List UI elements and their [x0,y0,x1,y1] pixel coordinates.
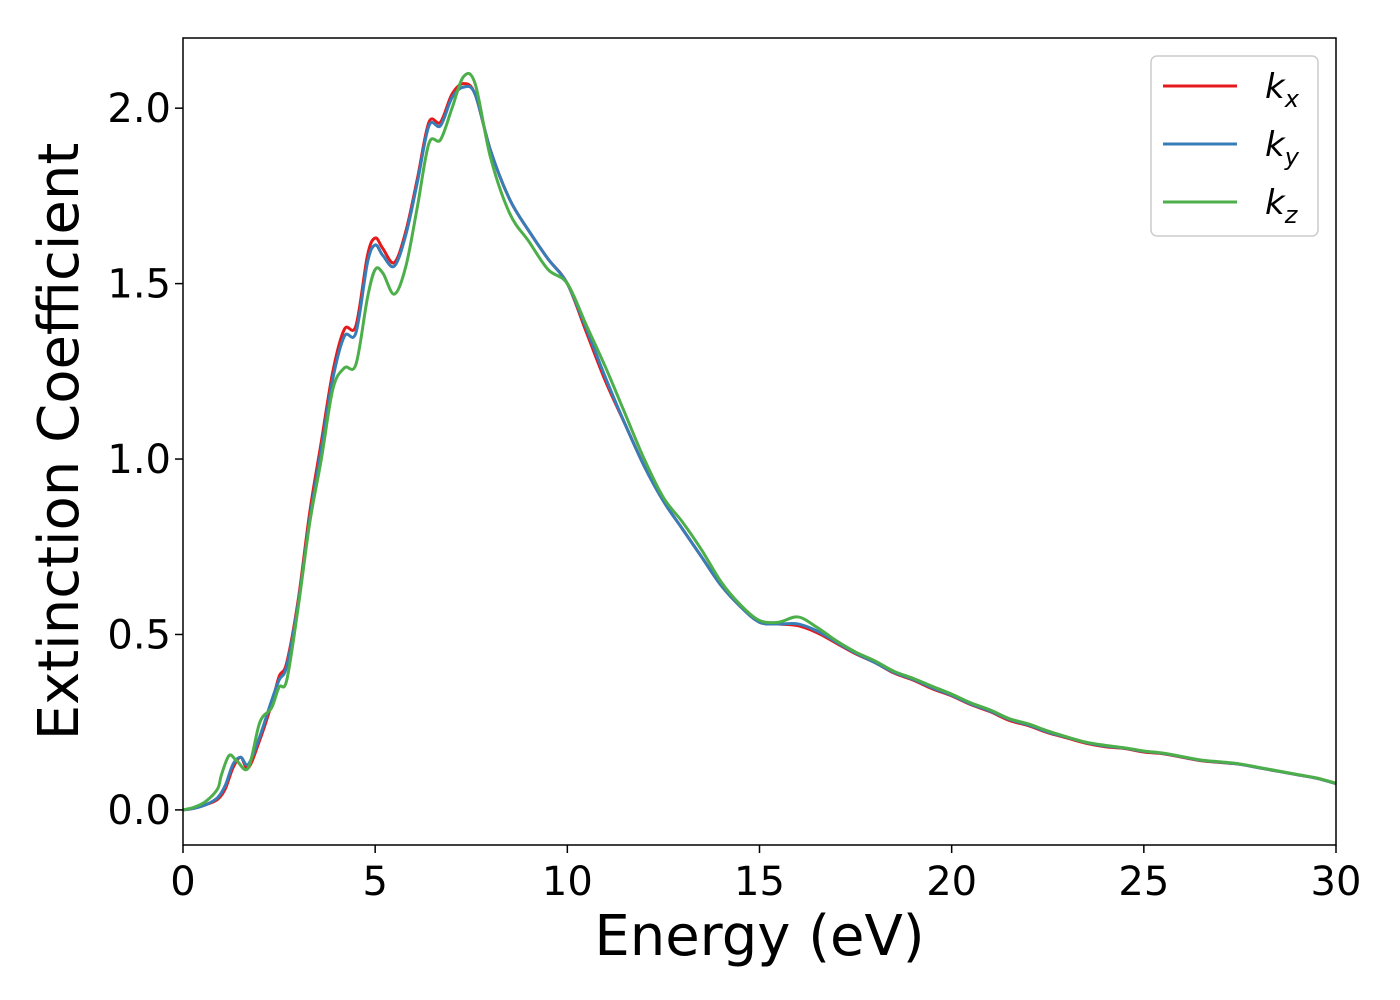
legend-label-x: kx [1265,67,1300,113]
x-tick-label: 15 [734,859,785,905]
legend-label-z: kz [1265,183,1299,229]
y-tick-label: 1.0 [107,437,171,483]
legend-box [1150,55,1319,237]
y-tick-label: 1.5 [107,262,171,308]
x-tick-label: 20 [926,859,977,905]
x-tick-label: 25 [1118,859,1169,905]
x-tick-label: 5 [362,859,387,905]
y-tick-label: 0.0 [107,788,171,834]
y-axis-label: Extinction Coefficient [27,143,92,741]
legend: kx ky kz [1150,55,1319,237]
series-lines [183,71,1336,812]
y-tick-label: 2.0 [107,86,171,132]
series-line-z [183,71,1336,812]
x-axis-label: Energy (eV) [594,904,924,969]
legend-label-y: ky [1265,125,1300,171]
x-tick-label: 0 [170,859,195,905]
x-tick-label: 30 [1311,859,1362,905]
axis-ticks: 0 5 10 15 20 25 30 0.0 0.5 1.0 1.5 2.0 [107,86,1361,905]
y-tick-label: 0.5 [107,612,171,658]
x-tick-label: 10 [542,859,593,905]
